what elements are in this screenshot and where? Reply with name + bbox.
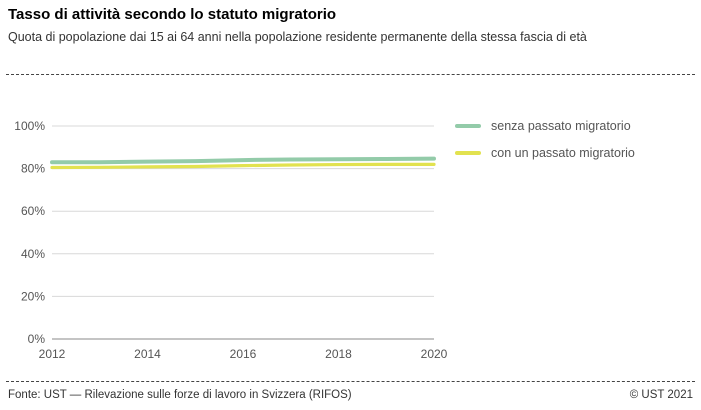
chart-header: Tasso di attività secondo lo statuto mig… [0,0,701,47]
copyright-note: © UST 2021 [629,389,693,401]
chart-footer: Fonte: UST — Rilevazione sulle forze di … [6,381,695,410]
page-title: Tasso di attività secondo lo statuto mig… [8,6,337,23]
svg-text:20%: 20% [21,289,45,303]
legend-item: con un passato migratorio [455,146,635,160]
source-note: Fonte: UST — Rilevazione sulle forze di … [8,389,352,401]
page-subtitle: Quota di popolazione dai 15 ai 64 anni n… [8,30,587,44]
chart-legend: senza passato migratorio con un passato … [455,119,635,173]
svg-text:40%: 40% [21,247,45,261]
svg-text:2018: 2018 [325,347,352,361]
legend-label: senza passato migratorio [491,119,631,133]
legend-item: senza passato migratorio [455,119,635,133]
svg-text:2014: 2014 [134,347,161,361]
svg-text:2012: 2012 [39,347,66,361]
legend-swatch-green [455,124,481,128]
svg-text:100%: 100% [14,119,45,133]
header-divider [6,74,695,75]
legend-swatch-yellow [455,151,481,155]
svg-text:60%: 60% [21,204,45,218]
svg-text:2016: 2016 [230,347,257,361]
svg-text:0%: 0% [28,332,46,346]
legend-label: con un passato migratorio [491,146,635,160]
svg-text:2020: 2020 [421,347,448,361]
chart-svg: 0% 20% 40% 60% 80% 100% 2012 2014 2016 2018 2020 [14,119,448,361]
chart-area: 0% 20% 40% 60% 80% 100% 2012 2014 2016 2018 2020 [2,106,462,373]
svg-text:80%: 80% [21,162,45,176]
